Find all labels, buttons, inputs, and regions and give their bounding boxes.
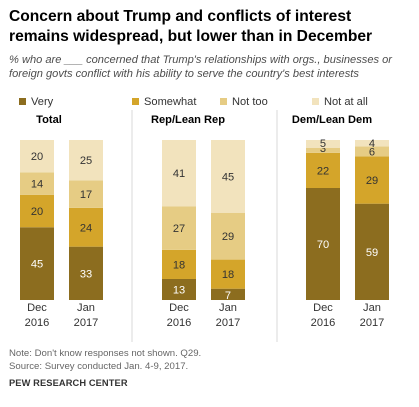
legend-item-not-too: Not too (220, 96, 268, 108)
bar-segment-total-0-somewhat (20, 194, 54, 228)
data-label-rep-lean-rep-1-not-too: 29 (222, 231, 234, 243)
data-label-rep-lean-rep-0-not-too: 27 (173, 223, 185, 235)
data-label-rep-lean-rep-1-somewhat: 18 (222, 269, 234, 281)
data-label-dem-lean-dem-1-not-too: 6 (369, 146, 375, 158)
legend-label-not-too: Not too (232, 96, 268, 108)
x-tick-label-total-0: Dec (27, 302, 47, 314)
data-label-rep-lean-rep-1-not-at-all: 45 (222, 171, 234, 183)
chart-title: Concern about Trump and conflicts of int… (9, 8, 373, 45)
data-label-dem-lean-dem-0-not-too: 3 (320, 143, 326, 155)
bar-segment-rep-lean-rep-1-somewhat (211, 259, 245, 289)
x-tick-label-rep-lean-rep-1: Jan (219, 302, 237, 314)
legend-label-very: Very (31, 96, 54, 108)
bar-segment-total-0-not-too (20, 172, 54, 195)
source-organization: PEW RESEARCH CENTER (9, 378, 128, 388)
data-label-total-1-somewhat: 24 (80, 222, 92, 234)
bar-segment-total-0-not-at-all (20, 140, 54, 173)
stacked-bar-chart: Total45201420Dec201633241725Jan2017Rep/L… (20, 110, 389, 342)
x-tick-label-total-0: 2016 (25, 317, 50, 329)
bar-segment-dem-lean-dem-1-not-too (355, 146, 389, 157)
bar-segment-rep-lean-rep-1-not-too (211, 212, 245, 260)
data-label-dem-lean-dem-0-not-at-all: 5 (320, 138, 326, 150)
data-label-total-1-very: 33 (80, 268, 92, 280)
group-header-total: Total (36, 114, 62, 126)
data-label-total-1-not-at-all: 25 (80, 155, 92, 167)
bar-segment-total-1-somewhat (69, 207, 103, 247)
legend-label-not-at-all: Not at all (324, 96, 368, 108)
bar-segment-dem-lean-dem-0-not-too (306, 148, 340, 153)
x-tick-label-dem-lean-dem-0: 2016 (311, 317, 336, 329)
data-label-rep-lean-rep-1-very: 7 (225, 290, 231, 302)
data-label-dem-lean-dem-1-somewhat: 29 (366, 175, 378, 187)
data-label-dem-lean-dem-1-not-at-all: 4 (369, 138, 375, 150)
group-header-dem-lean-dem: Dem/Lean Dem (292, 114, 372, 126)
x-tick-label-total-1: 2017 (74, 317, 99, 329)
legend: Very Somewhat Not too Not at all (9, 96, 413, 110)
data-label-rep-lean-rep-0-very: 13 (173, 284, 185, 296)
data-label-total-0-very: 45 (31, 259, 43, 271)
data-label-total-0-not-at-all: 20 (31, 151, 43, 163)
bar-segment-dem-lean-dem-0-not-at-all (306, 140, 340, 148)
legend-swatch-very (19, 98, 26, 105)
bar-segment-rep-lean-rep-0-somewhat (162, 249, 196, 279)
bar-segment-total-1-not-too (69, 180, 103, 208)
note-text: Note: Don't know responses not shown. Q2… (9, 348, 202, 359)
legend-item-very: Very (19, 96, 53, 108)
legend-item-not-at-all: Not at all (312, 96, 368, 108)
source-text: Source: Survey conducted Jan. 4-9, 2017. (9, 361, 189, 372)
data-label-dem-lean-dem-1-very: 59 (366, 247, 378, 259)
legend-swatch-not-at-all (312, 98, 319, 105)
bar-segment-rep-lean-rep-0-not-too (162, 206, 196, 250)
bar-segment-total-0-very (20, 227, 54, 300)
data-label-total-1-not-too: 17 (80, 189, 92, 201)
bar-segment-dem-lean-dem-1-very (355, 203, 389, 300)
data-label-rep-lean-rep-0-not-at-all: 41 (173, 168, 185, 180)
x-tick-label-dem-lean-dem-0: Dec (313, 302, 333, 314)
bar-segment-rep-lean-rep-1-not-at-all (211, 140, 245, 213)
data-label-dem-lean-dem-0-very: 70 (317, 239, 329, 251)
data-label-total-0-not-too: 14 (31, 179, 43, 191)
x-tick-label-rep-lean-rep-0: Dec (169, 302, 189, 314)
bar-segment-dem-lean-dem-1-not-at-all (355, 140, 389, 147)
bar-segment-dem-lean-dem-0-very (306, 188, 340, 300)
x-tick-label-dem-lean-dem-1: Jan (363, 302, 381, 314)
legend-label-somewhat: Somewhat (144, 96, 197, 108)
legend-swatch-somewhat (132, 98, 139, 105)
bar-segment-rep-lean-rep-0-very (162, 278, 196, 300)
bar-segment-rep-lean-rep-1-very (211, 288, 245, 300)
data-label-dem-lean-dem-0-somewhat: 22 (317, 165, 329, 177)
group-header-rep-lean-rep: Rep/Lean Rep (151, 114, 225, 126)
legend-item-somewhat: Somewhat (132, 96, 196, 108)
x-tick-label-total-1: Jan (77, 302, 95, 314)
notes: Note: Don't know responses not shown. Q2… (9, 347, 201, 373)
bar-segment-dem-lean-dem-0-somewhat (306, 152, 340, 188)
data-label-total-0-somewhat: 20 (31, 206, 43, 218)
x-tick-label-rep-lean-rep-0: 2016 (167, 317, 192, 329)
bar-segment-total-1-very (69, 246, 103, 300)
legend-swatch-not-too (220, 98, 227, 105)
chart-subtitle: % who are ___ concerned that Trump's rel… (9, 54, 392, 80)
x-tick-label-rep-lean-rep-1: 2017 (216, 317, 241, 329)
data-label-rep-lean-rep-0-somewhat: 18 (173, 259, 185, 271)
x-tick-label-dem-lean-dem-1: 2017 (360, 317, 385, 329)
bar-segment-rep-lean-rep-0-not-at-all (162, 140, 196, 207)
bar-segment-total-1-not-at-all (69, 140, 103, 181)
bar-segment-dem-lean-dem-1-somewhat (355, 156, 389, 204)
